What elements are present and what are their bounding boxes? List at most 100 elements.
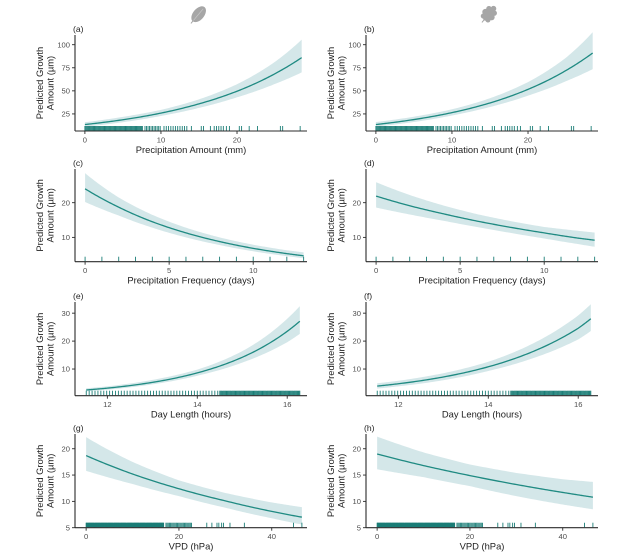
rug — [84, 126, 301, 131]
panel-d: 10 20 0 5 10 (d) Precipitation Frequency (days… — [325, 158, 598, 286]
y-tick-label: 10 — [353, 365, 361, 374]
y-axis-title-line-1: Predicted Growth — [34, 179, 45, 251]
y-axis-title-line-2: Amount (µm) — [44, 454, 55, 508]
y-tick-label: 25 — [353, 110, 361, 119]
x-tick-label: 14 — [484, 400, 492, 409]
x-tick-label: 12 — [394, 400, 402, 409]
fit-line — [375, 52, 594, 126]
x-tick-label: 20 — [466, 532, 474, 541]
x-axis-title: Day Length (hours) — [151, 409, 231, 420]
y-tick-label: 20 — [62, 444, 70, 453]
x-tick-label: 10 — [249, 266, 257, 275]
fit-line — [86, 320, 301, 391]
y-tick-label: 30 — [353, 309, 361, 318]
x-axis-title: Precipitation Frequency (days) — [127, 275, 254, 286]
panel-label: (b) — [364, 24, 375, 34]
y-tick-label: 25 — [62, 110, 70, 119]
x-tick-label: 40 — [559, 532, 567, 541]
ci-band — [84, 39, 302, 127]
panel-h: 5 10 15 20 0 20 40 (h) VPD (hPa) Predicted Growth… — [325, 423, 598, 552]
y-tick-label: 30 — [62, 309, 70, 318]
panel-label: (e) — [73, 291, 84, 301]
y-tick-label: 10 — [353, 233, 361, 242]
x-axis-title: Precipitation Amount (mm) — [136, 144, 246, 155]
y-axis-title-line-2: Amount (µm) — [44, 56, 55, 110]
fit-line — [84, 188, 304, 257]
fit-line — [375, 195, 595, 241]
x-tick-label: 40 — [268, 532, 276, 541]
y-tick-label: 20 — [353, 444, 361, 453]
fit-line — [84, 57, 303, 126]
x-tick-label: 0 — [83, 136, 87, 145]
y-tick-label: 50 — [353, 86, 361, 95]
x-tick-label: 0 — [83, 266, 87, 275]
rug — [376, 390, 592, 396]
ci-band — [377, 304, 591, 389]
y-tick-label: 20 — [353, 337, 361, 346]
y-axis-title-line-1: Predicted Growth — [325, 313, 336, 385]
x-tick-label: 0 — [374, 136, 378, 145]
ci-band — [85, 173, 304, 259]
y-axis-title-line-1: Predicted Growth — [325, 47, 336, 119]
ci-band — [376, 182, 595, 247]
panel-label: (c) — [73, 158, 83, 168]
panel-a: 25 50 75 100 0 10 20 (a) Precipitation Amount (m… — [34, 24, 307, 155]
x-tick-label: 14 — [193, 400, 201, 409]
x-tick-label: 20 — [175, 532, 183, 541]
y-tick-label: 5 — [66, 523, 70, 532]
y-axis-title-line-1: Predicted Growth — [34, 47, 45, 119]
x-tick-label: 0 — [84, 532, 88, 541]
y-axis-title-line-1: Predicted Growth — [325, 445, 336, 517]
x-axis-title: Day Length (hours) — [442, 409, 522, 420]
y-tick-label: 15 — [62, 471, 70, 480]
y-axis-title-line-2: Amount (µm) — [44, 188, 55, 242]
rug — [85, 522, 303, 528]
x-tick-label: 12 — [103, 400, 111, 409]
x-tick-label: 5 — [458, 266, 462, 275]
y-tick-label: 15 — [353, 471, 361, 480]
y-tick-label: 10 — [62, 365, 70, 374]
panel-label: (h) — [364, 423, 375, 433]
y-axis-title-line-2: Amount (µm) — [335, 188, 346, 242]
x-tick-label: 0 — [374, 266, 378, 275]
rug — [84, 256, 305, 262]
y-tick-label: 10 — [62, 497, 70, 506]
x-tick-label: 16 — [574, 400, 582, 409]
ci-band — [377, 436, 593, 510]
y-tick-label: 75 — [62, 63, 70, 72]
y-axis-title-line-1: Predicted Growth — [325, 179, 336, 251]
fit-line — [376, 453, 593, 498]
x-axis-title: VPD (hPa) — [169, 541, 214, 552]
y-tick-label: 50 — [62, 86, 70, 95]
panel-e: 10 20 30 12 14 16 (e) Day Length (hours) Predict… — [34, 291, 307, 420]
panel-b: 25 50 75 100 0 10 20 (b) Precipitation Amount (m… — [325, 24, 598, 155]
y-axis-title-line-1: Predicted Growth — [34, 445, 45, 517]
y-tick-label: 100 — [57, 40, 70, 49]
leaf-icon — [190, 6, 206, 24]
fit-line — [377, 318, 592, 387]
panel-label: (g) — [73, 423, 84, 433]
y-axis-title-line-2: Amount (µm) — [335, 454, 346, 508]
rug — [376, 522, 594, 528]
panel-label: (f) — [364, 291, 372, 301]
x-tick-label: 16 — [283, 400, 291, 409]
rug — [375, 126, 592, 131]
y-axis-title-line-2: Amount (µm) — [335, 322, 346, 376]
y-tick-label: 100 — [348, 40, 361, 49]
x-tick-label: 0 — [375, 532, 379, 541]
fit-line — [85, 454, 303, 518]
y-tick-label: 5 — [357, 523, 361, 532]
y-tick-label: 75 — [353, 63, 361, 72]
y-tick-label: 10 — [353, 497, 361, 506]
ci-band — [86, 437, 302, 525]
oak-leaf-icon — [480, 5, 497, 23]
y-tick-label: 20 — [62, 337, 70, 346]
x-axis-title: VPD (hPa) — [460, 541, 505, 552]
y-tick-label: 10 — [62, 233, 70, 242]
panel-g: 5 10 15 20 0 20 40 (g) VPD (hPa) Predicted Growth… — [34, 423, 307, 552]
x-tick-label: 10 — [157, 136, 165, 145]
y-axis-title-line-1: Predicted Growth — [34, 313, 45, 385]
x-tick-label: 5 — [167, 266, 171, 275]
